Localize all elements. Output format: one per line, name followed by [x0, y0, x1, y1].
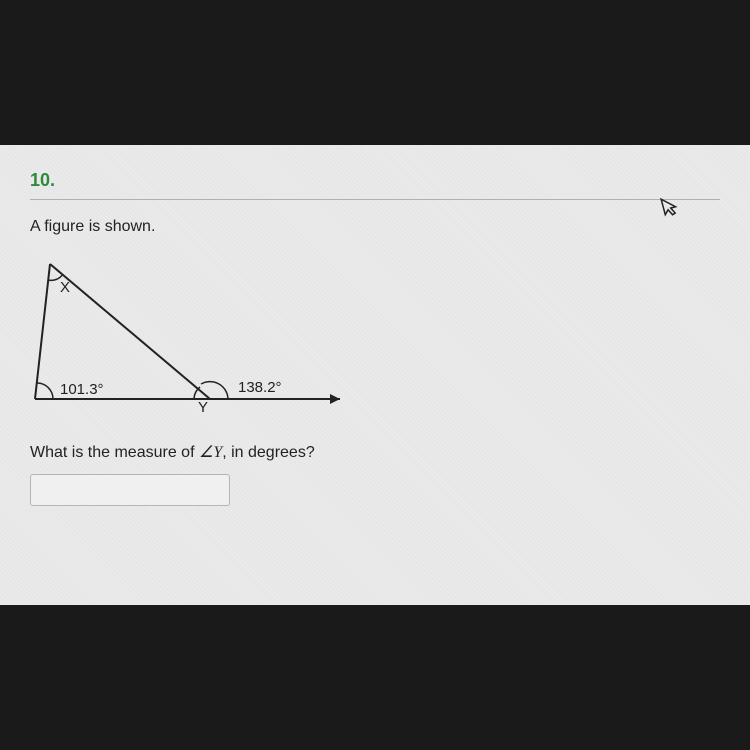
- prompt-angle: ∠Y: [199, 444, 222, 461]
- answer-input[interactable]: [30, 474, 230, 506]
- svg-text:138.2°: 138.2°: [238, 379, 282, 396]
- prompt-prefix: What is the measure of: [30, 444, 199, 461]
- figure-svg: X 101.3° Y 138.2°: [30, 254, 370, 424]
- question-panel: 10. A figure is shown. X 101.3° Y 138.2° Wh…: [0, 145, 750, 605]
- divider: [30, 199, 720, 200]
- question-number: 10.: [30, 170, 720, 191]
- intro-text: A figure is shown.: [30, 218, 720, 236]
- svg-text:Y: Y: [198, 399, 208, 416]
- prompt-suffix: , in degrees?: [222, 444, 315, 461]
- svg-text:X: X: [60, 279, 70, 296]
- question-prompt: What is the measure of ∠Y, in degrees?: [30, 442, 720, 462]
- triangle-figure: X 101.3° Y 138.2°: [30, 254, 370, 424]
- svg-text:101.3°: 101.3°: [60, 381, 104, 398]
